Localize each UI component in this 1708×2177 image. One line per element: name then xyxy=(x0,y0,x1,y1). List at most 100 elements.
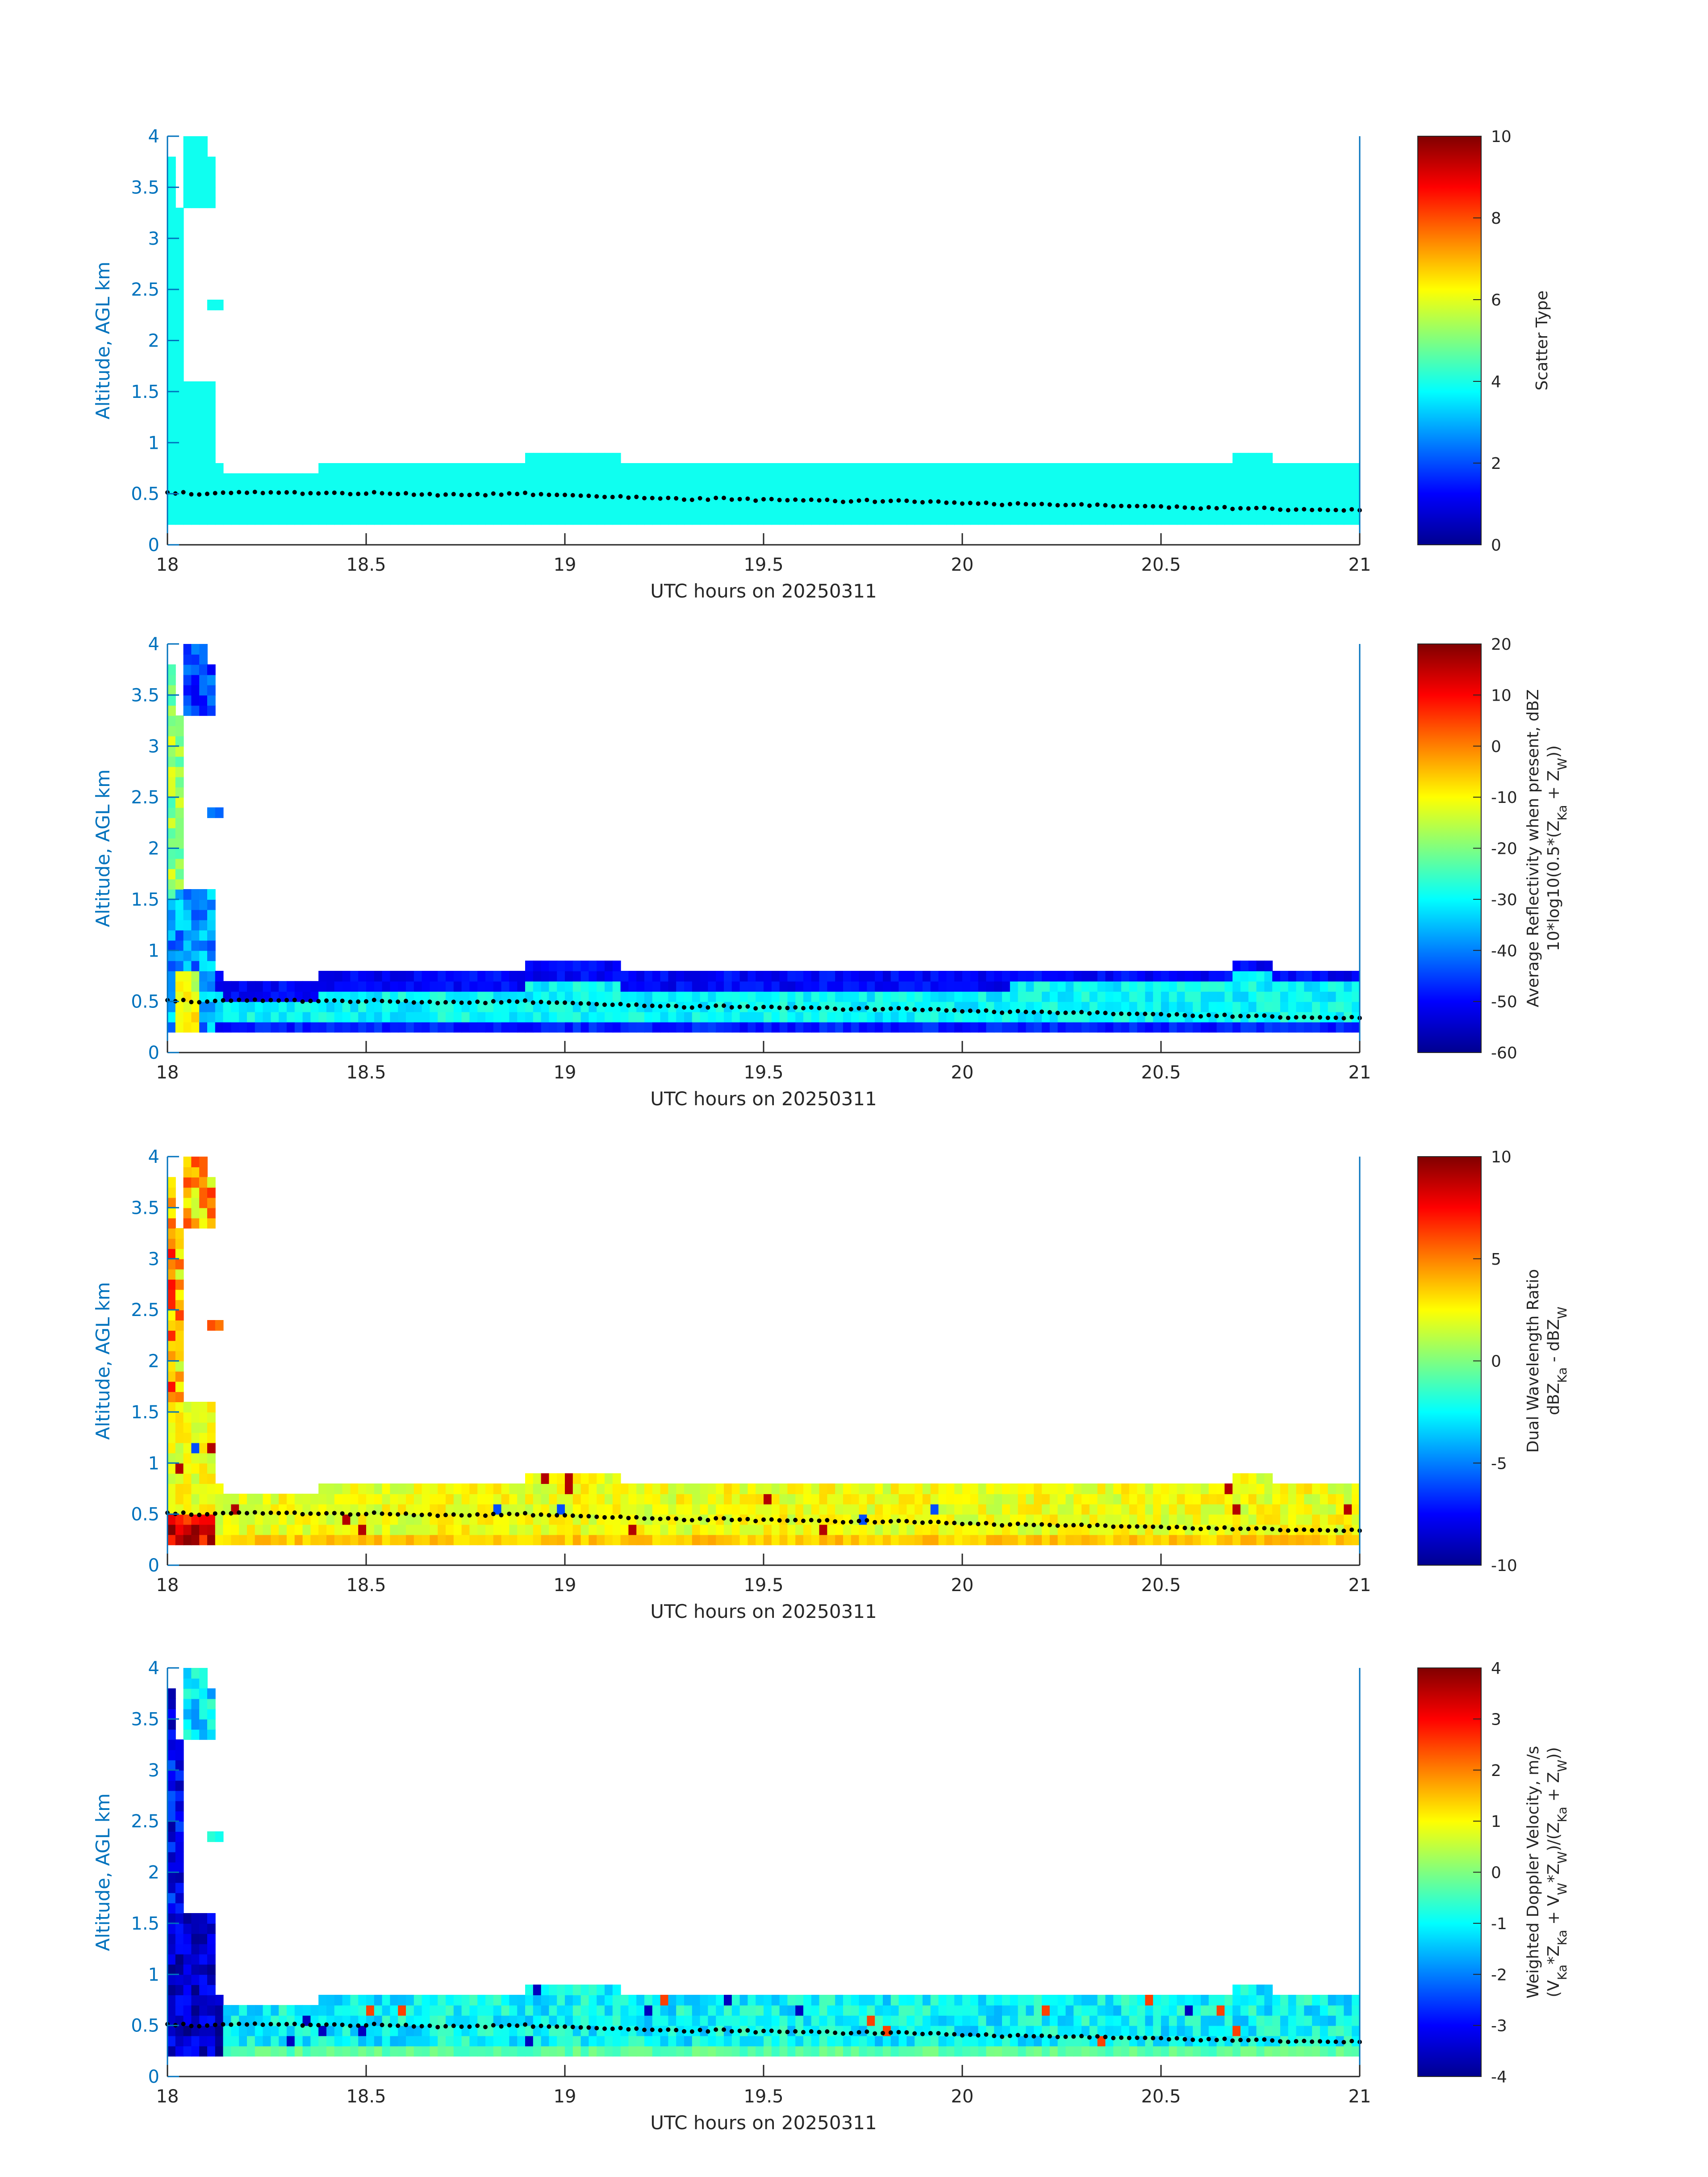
heatmap-cell xyxy=(461,981,470,992)
heatmap-cell xyxy=(167,1473,176,1484)
heatmap-cell xyxy=(1026,504,1035,515)
heatmap-cell xyxy=(684,991,693,1002)
heatmap-cell xyxy=(811,1524,820,1535)
heatmap-cell xyxy=(1026,1504,1035,1515)
heatmap-cell xyxy=(986,2035,995,2047)
heatmap-cell xyxy=(668,2025,677,2036)
heatmap-cell xyxy=(350,1493,359,1504)
heatmap-cell xyxy=(827,473,836,484)
boundary-layer-point xyxy=(1341,1529,1346,1534)
heatmap-cell xyxy=(477,991,486,1002)
heatmap-cell xyxy=(191,483,200,494)
heatmap-cell xyxy=(938,1483,947,1494)
heatmap-cell xyxy=(756,483,764,494)
heatmap-cell xyxy=(692,473,701,484)
boundary-layer-point xyxy=(1270,1527,1275,1532)
heatmap-cell xyxy=(787,971,796,982)
heatmap-cell xyxy=(716,473,724,484)
heatmap-cell xyxy=(517,2035,526,2047)
heatmap-cell xyxy=(438,981,446,992)
heatmap-cell xyxy=(1216,2005,1225,2016)
heatmap-cell xyxy=(350,514,359,525)
heatmap-cell xyxy=(938,971,947,982)
heatmap-cell xyxy=(883,1524,891,1535)
heatmap-cell xyxy=(438,1524,446,1535)
heatmap-cell xyxy=(501,1524,510,1535)
heatmap-cell xyxy=(970,1534,979,1546)
boundary-layer-point xyxy=(1031,2034,1036,2039)
heatmap-cell xyxy=(1185,2015,1194,2026)
heatmap-cell xyxy=(541,2035,550,2047)
boundary-layer-point xyxy=(722,2027,726,2032)
heatmap-cell xyxy=(779,1995,788,2006)
boundary-layer-point xyxy=(1000,1523,1004,1528)
heatmap-cell xyxy=(1082,1022,1090,1033)
heatmap-cell xyxy=(207,1719,216,1730)
heatmap-cell xyxy=(978,1524,987,1535)
heatmap-cell xyxy=(183,1157,192,1167)
heatmap-cell xyxy=(279,2025,287,2036)
boundary-layer-point xyxy=(197,1000,202,1005)
heatmap-cell xyxy=(605,463,613,474)
heatmap-cell xyxy=(175,746,184,757)
heatmap-cell xyxy=(533,2025,542,2036)
heatmap-cell xyxy=(509,493,518,505)
boundary-layer-point xyxy=(245,998,249,1003)
heatmap-cell xyxy=(557,473,565,484)
heatmap-cell xyxy=(1089,493,1098,505)
heatmap-cell xyxy=(1248,991,1257,1002)
heatmap-cell xyxy=(1121,2025,1130,2036)
heatmap-cell xyxy=(970,1995,979,2006)
y-tick-label: 1 xyxy=(148,1453,159,1474)
heatmap-cell xyxy=(1002,2046,1011,2057)
heatmap-cell xyxy=(438,2046,446,2057)
heatmap-cell xyxy=(326,2005,335,2016)
heatmap-cell xyxy=(1288,2025,1297,2036)
boundary-layer-point xyxy=(563,1000,567,1005)
heatmap-cell xyxy=(533,453,542,464)
heatmap-cell xyxy=(167,1350,176,1362)
boundary-layer-point xyxy=(1238,1526,1243,1531)
heatmap-cell xyxy=(557,1011,565,1023)
heatmap-cell xyxy=(199,453,208,464)
heatmap-cell xyxy=(811,514,820,525)
heatmap-cell xyxy=(167,1841,176,1852)
heatmap-cell xyxy=(1002,1493,1011,1504)
heatmap-cell xyxy=(803,1995,812,2006)
heatmap-cell xyxy=(756,463,764,474)
heatmap-cell xyxy=(334,493,343,505)
boundary-layer-point xyxy=(626,2027,631,2032)
heatmap-cell xyxy=(366,2046,375,2057)
heatmap-cell xyxy=(1049,1514,1058,1525)
heatmap-cell xyxy=(589,1473,597,1484)
boundary-layer-point xyxy=(1127,2035,1132,2040)
heatmap-cell xyxy=(795,2005,804,2016)
heatmap-cell xyxy=(294,2025,303,2036)
heatmap-cell xyxy=(724,504,732,515)
heatmap-cell xyxy=(1256,2005,1265,2016)
heatmap-cell xyxy=(1137,1504,1146,1515)
boundary-layer-point xyxy=(841,499,845,504)
boundary-layer-point xyxy=(1015,2033,1020,2038)
heatmap-cell xyxy=(183,422,192,433)
heatmap-cell xyxy=(1026,1483,1035,1494)
heatmap-cell xyxy=(1082,1504,1090,1515)
heatmap-cell xyxy=(1010,2025,1019,2036)
heatmap-cell xyxy=(1121,1001,1130,1012)
heatmap-cell xyxy=(1264,2025,1273,2036)
boundary-layer-point xyxy=(483,1513,488,1518)
heatmap-cell xyxy=(215,1524,224,1535)
boundary-layer-point xyxy=(634,494,639,499)
heatmap-cell xyxy=(493,1524,502,1535)
heatmap-cell xyxy=(1121,483,1130,494)
y-tick-label: 2 xyxy=(148,1863,159,1883)
heatmap-cell xyxy=(207,1320,216,1331)
boundary-layer-point xyxy=(753,1519,758,1524)
heatmap-cell xyxy=(739,483,748,494)
heatmap-cell xyxy=(461,514,470,525)
heatmap-cell xyxy=(167,1739,176,1750)
heatmap-cell xyxy=(684,1514,693,1525)
heatmap-cell xyxy=(1248,1483,1257,1494)
heatmap-cell xyxy=(167,746,176,757)
heatmap-cell xyxy=(469,1524,478,1535)
